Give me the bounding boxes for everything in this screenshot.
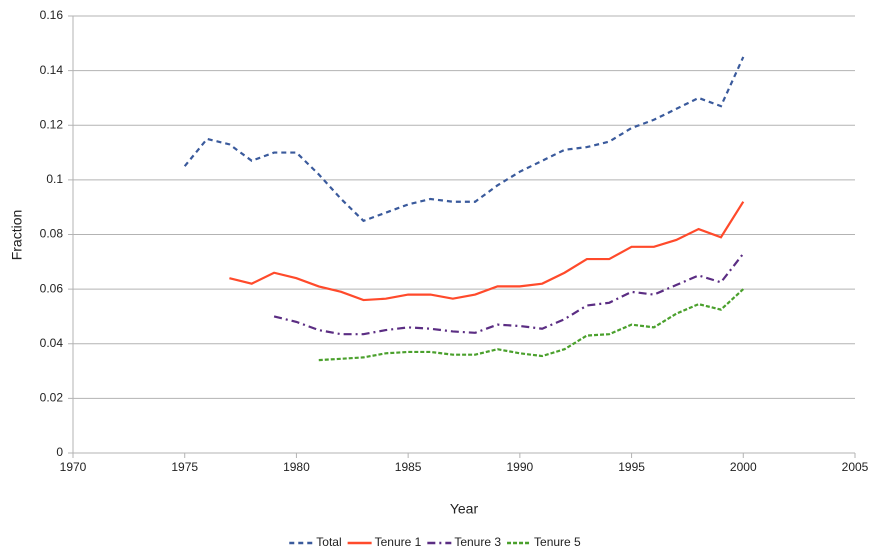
series-line — [229, 201, 745, 302]
series-line — [273, 252, 745, 336]
series-line — [183, 56, 745, 223]
y-tick-label: 0.12 — [40, 117, 64, 131]
y-tick-label: 0.06 — [40, 281, 64, 295]
x-tick-label: 1990 — [507, 460, 534, 474]
x-tick-label: 1975 — [171, 460, 198, 474]
y-tick-label: 0.04 — [40, 336, 64, 350]
x-tick-label: 1970 — [60, 460, 87, 474]
x-tick-label: 1985 — [395, 460, 422, 474]
x-tick-label: 1995 — [618, 460, 645, 474]
x-tick-label: 1980 — [283, 460, 310, 474]
x-tick-label: 2005 — [842, 460, 869, 474]
legend-label: Tenure 5 — [534, 535, 581, 549]
y-tick-label: 0.16 — [40, 8, 64, 22]
y-tick-label: 0.08 — [40, 227, 64, 241]
x-tick-label: 2000 — [730, 460, 757, 474]
legend-label: Tenure 1 — [375, 535, 422, 549]
y-tick-label: 0.1 — [46, 172, 63, 186]
y-tick-label: 0 — [56, 445, 63, 459]
y-tick-label: 0.14 — [40, 63, 64, 77]
legend-label: Tenure 3 — [454, 535, 501, 549]
legend-label: Total — [316, 535, 341, 549]
y-axis-title: Fraction — [9, 210, 25, 261]
legend: Total Tenure 1 Tenure 3 Tenure 5 — [289, 535, 581, 549]
x-axis-title: Year — [450, 501, 479, 517]
y-tick-label: 0.02 — [40, 391, 64, 405]
